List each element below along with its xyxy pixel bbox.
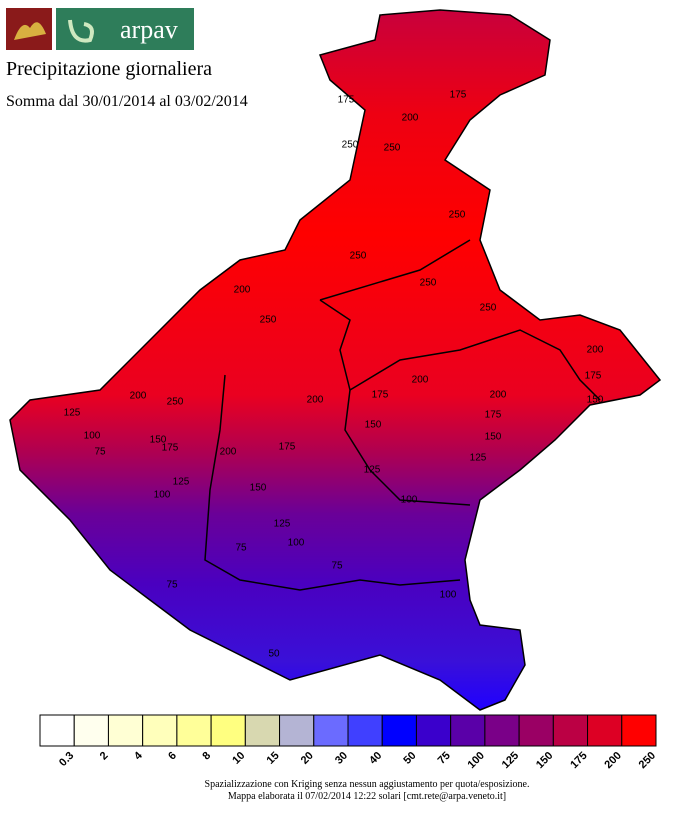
logo-text: arpav [120,15,178,44]
contour-label: 200 [234,285,251,296]
legend-swatch [518,714,554,747]
legend-swatch [210,714,246,747]
contour-label: 150 [485,432,502,443]
legend-label: 8 [200,750,213,763]
contour-label: 150 [365,420,382,431]
contour-label: 100 [84,431,101,442]
contour-label: 200 [402,113,419,124]
contour-label: 200 [587,345,604,356]
legend-swatch [73,714,109,747]
contour-label: 125 [364,465,381,476]
contour-label: 100 [401,495,418,506]
contour-label: 200 [490,390,507,401]
contour-label: 125 [470,453,487,464]
contour-label: 150 [150,435,167,446]
legend-label: 125 [500,750,521,771]
contour-label: 100 [154,490,171,501]
legend-label: 40 [367,750,384,767]
contour-label: 100 [288,538,305,549]
contour-label: 250 [167,397,184,408]
title: Precipitazione giornaliera [6,58,212,80]
contour-label: 175 [485,410,502,421]
legend-swatch [621,714,657,747]
contour-label: 100 [440,590,457,601]
contour-label: 200 [130,391,147,402]
legend-label: 75 [436,750,453,767]
contour-label: 175 [372,390,389,401]
contour-label: 75 [166,580,178,591]
legend-label: 50 [401,750,418,767]
logo-symbol [68,19,94,43]
contour-label: 175 [338,95,355,106]
footer-line: Spazializzazione con Kriging senza nessu… [205,779,530,790]
contour-label: 125 [173,477,190,488]
contour-label: 75 [94,447,106,458]
contour-label: 250 [449,210,466,221]
contour-label: 250 [350,251,367,262]
contour-label: 250 [260,315,277,326]
legend-label: 250 [637,750,658,771]
province-borders [204,239,601,591]
legend-swatch [552,714,589,747]
contour-label: 200 [412,375,429,386]
logo-lion-shape [14,22,46,40]
region-map [9,9,662,711]
legend-swatch [279,714,315,747]
legend-swatch [244,714,281,747]
legend-label: 30 [333,750,350,767]
legend-label: 0.3 [57,750,76,769]
contour-label: 50 [268,649,280,660]
legend-swatch [450,714,486,747]
legend-swatch [142,714,178,747]
legend-swatch [39,714,75,747]
legend-swatch [107,714,144,747]
legend-swatch [587,714,623,747]
contour-label: 175 [450,90,467,101]
contour-label: 150 [250,483,267,494]
legend-swatch [484,714,520,747]
legend-swatch [381,714,417,747]
legend-label: 20 [299,750,316,767]
contour-label: 75 [331,561,343,572]
legend-label: 2 [98,750,111,763]
legend-label: 200 [602,750,623,771]
legend-label: 15 [265,750,282,767]
legend: 0.3 2 4 6 8 10 15 20 30 40 50 75 100 125 150 175 200 250 [39,714,658,771]
legend-label: 175 [568,750,589,771]
contour-label: 175 [279,442,296,453]
contour-label: 175 [162,443,179,454]
contour-label: 250 [480,303,497,314]
legend-swatch [347,714,383,747]
contour-label: 250 [384,143,401,154]
contour-label: 200 [220,447,237,458]
legend-swatch [415,714,452,747]
legend-swatch [176,714,212,747]
legend-label: 100 [466,750,487,771]
contour-label: 125 [64,408,81,419]
logo-box [56,8,194,50]
legend-label: 150 [534,750,555,771]
subtitle: Somma dal 30/01/2014 al 03/02/2014 [6,93,248,110]
legend-label: 6 [166,750,179,763]
legend-swatch [313,714,349,747]
footer-line: Mappa elaborata il 07/02/2014 12:22 sola… [228,791,506,802]
contour-label: 175 [585,371,602,382]
legend-label: 10 [230,750,247,767]
legend-label: 4 [132,749,145,762]
contour-label: 150 [587,395,604,406]
contour-label: 250 [420,278,437,289]
contour-label: 125 [274,519,291,530]
contour-label: 75 [235,543,247,554]
contour-label: 200 [307,395,324,406]
contour-label: 250 [342,140,359,151]
